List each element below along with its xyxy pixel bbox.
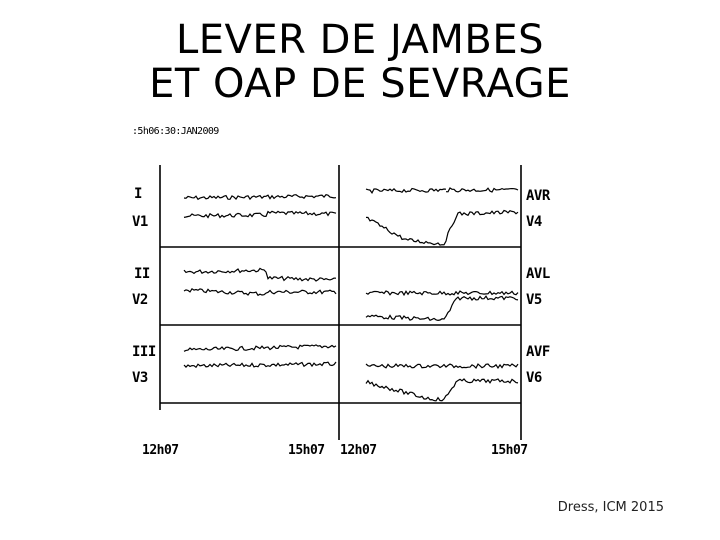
time-label-start-1: 12h07 — [142, 443, 179, 458]
ecg-trend-figure: :5h06:30:JAN2009 I V1 II V2 III V3 AVR V… — [126, 120, 550, 470]
trace-lead-V4 — [365, 209, 519, 246]
lead-label-V2: V2 — [132, 292, 148, 308]
title-line-2: ET OAP DE SEVRAGE — [149, 61, 571, 107]
ecg-traces — [159, 165, 522, 440]
trace-lead-V3 — [183, 361, 337, 369]
trace-lead-V6 — [365, 378, 519, 402]
source-credit: Dress, ICM 2015 — [557, 500, 664, 515]
trace-lead-I — [183, 194, 337, 201]
trace-lead-V5 — [365, 295, 519, 322]
lead-label-III: III — [132, 344, 156, 360]
lead-label-V3: V3 — [132, 370, 148, 386]
lead-label-AVL: AVL — [526, 266, 550, 282]
trace-lead-AVL — [365, 290, 519, 297]
time-label-end-2: 15h07 — [491, 443, 528, 458]
lead-label-V6: V6 — [526, 370, 542, 386]
lead-label-V5: V5 — [526, 292, 542, 308]
trace-lead-AVF — [365, 363, 519, 370]
trace-lead-III — [183, 344, 337, 352]
trace-lead-AVR — [365, 187, 447, 195]
time-label-end-1: 15h07 — [288, 443, 325, 458]
lead-label-AVR: AVR — [526, 188, 550, 204]
lead-label-AVF: AVF — [526, 344, 550, 360]
trace-lead-II — [183, 267, 337, 282]
trace-lead-V1 — [183, 210, 337, 219]
lead-label-V4: V4 — [526, 214, 542, 230]
trace-lead-V2 — [183, 287, 337, 297]
lead-label-I: I — [134, 186, 142, 202]
slide-title: LEVER DE JAMBES ET OAP DE SEVRAGE — [0, 18, 720, 106]
lead-label-V1: V1 — [132, 214, 148, 230]
time-label-start-2: 12h07 — [340, 443, 377, 458]
title-line-1: LEVER DE JAMBES — [175, 17, 545, 63]
trace-lead-AVR-late — [445, 187, 519, 193]
lead-label-II: II — [134, 266, 150, 282]
ecg-timestamp: :5h06:30:JAN2009 — [132, 126, 219, 137]
